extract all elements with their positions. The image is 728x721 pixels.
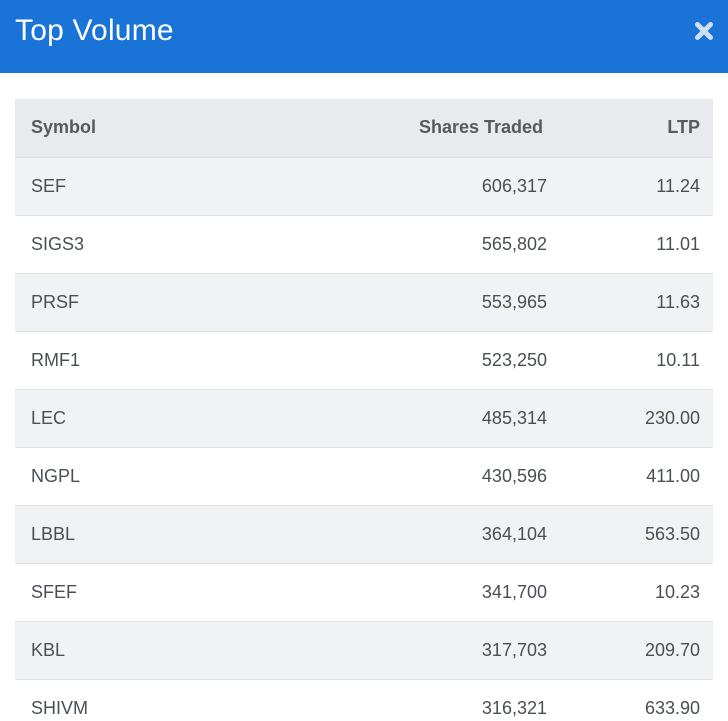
table-body: SEF 606,317 11.24 SIGS3 565,802 11.01 PR…	[15, 157, 713, 721]
shares-traded-cell: 606,317	[481, 175, 547, 196]
modal-header: Top Volume	[0, 0, 728, 73]
table-row[interactable]: SEF 606,317 11.24	[15, 157, 713, 215]
table-row[interactable]: KBL 317,703 209.70	[15, 621, 713, 679]
close-icon[interactable]	[692, 19, 716, 43]
ltp-cell: 11.01	[656, 233, 700, 254]
shares-traded-cell: 553,965	[481, 291, 547, 312]
ltp-cell: 11.63	[656, 291, 700, 312]
shares-traded-cell: 565,802	[481, 233, 547, 254]
ltp-cell: 11.24	[656, 175, 700, 196]
shares-traded-cell: 430,596	[481, 465, 547, 486]
table-header-row: Symbol Shares Traded LTP	[15, 99, 713, 157]
shares-traded-cell: 523,250	[481, 349, 547, 370]
column-header-ltp[interactable]: LTP	[667, 117, 700, 138]
ltp-cell: 563.50	[644, 523, 700, 544]
modal-title: Top Volume	[15, 13, 174, 47]
symbol-cell[interactable]: LEC	[31, 407, 67, 428]
symbol-cell[interactable]: KBL	[31, 639, 66, 660]
symbol-cell[interactable]: LBBL	[31, 523, 76, 544]
symbol-cell[interactable]: SIGS3	[31, 233, 85, 254]
top-volume-table: Symbol Shares Traded LTP SEF 606,317 11.…	[15, 99, 713, 721]
table-row[interactable]: SHIVM 316,321 633.90	[15, 679, 713, 721]
symbol-cell[interactable]: SEF	[31, 175, 67, 196]
table-header: Symbol Shares Traded LTP	[15, 99, 713, 157]
column-header-symbol[interactable]: Symbol	[31, 117, 97, 138]
top-volume-table-container: Symbol Shares Traded LTP SEF 606,317 11.…	[15, 99, 713, 721]
symbol-cell[interactable]: PRSF	[31, 291, 80, 312]
symbol-cell[interactable]: RMF1	[31, 349, 80, 370]
ltp-cell: 10.23	[654, 581, 700, 602]
table-row[interactable]: PRSF 553,965 11.63	[15, 273, 713, 331]
ltp-cell: 411.00	[646, 465, 700, 486]
shares-traded-cell: 364,104	[481, 523, 547, 544]
shares-traded-cell: 317,703	[481, 639, 547, 660]
shares-traded-cell: 316,321	[481, 697, 547, 718]
table-row[interactable]: NGPL 430,596 411.00	[15, 447, 713, 505]
ltp-cell: 230.00	[644, 407, 700, 428]
table-row[interactable]: RMF1 523,250 10.11	[15, 331, 713, 389]
ltp-cell: 10.11	[656, 349, 700, 370]
symbol-cell[interactable]: NGPL	[31, 465, 81, 486]
shares-traded-cell: 485,314	[481, 407, 547, 428]
symbol-cell[interactable]: SFEF	[31, 581, 78, 602]
symbol-cell[interactable]: SHIVM	[31, 697, 89, 718]
ltp-cell: 633.90	[644, 697, 700, 718]
table-row[interactable]: SFEF 341,700 10.23	[15, 563, 713, 621]
shares-traded-cell: 341,700	[481, 581, 547, 602]
table-row[interactable]: SIGS3 565,802 11.01	[15, 215, 713, 273]
close-x-icon	[695, 21, 713, 40]
table-row[interactable]: LEC 485,314 230.00	[15, 389, 713, 447]
ltp-cell: 209.70	[644, 639, 700, 660]
column-header-shares-traded[interactable]: Shares Traded	[418, 117, 543, 138]
table-row[interactable]: LBBL 364,104 563.50	[15, 505, 713, 563]
